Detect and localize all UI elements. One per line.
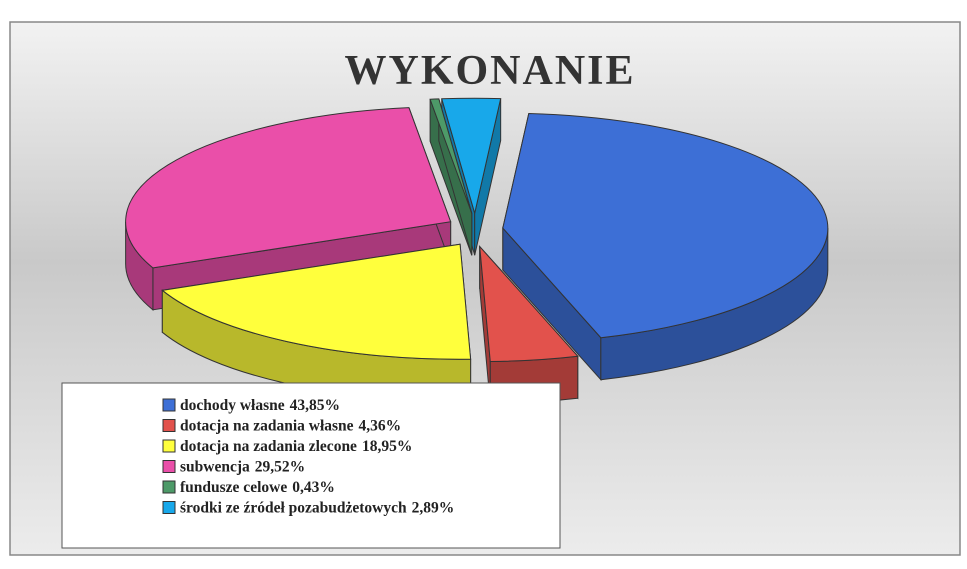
legend-entry: subwencja 29,52%	[180, 459, 305, 476]
chart-title: WYKONANIE	[344, 48, 635, 94]
pie-slice	[441, 97, 502, 214]
legend-entry: dotacja na zadania własne 4,36%	[180, 418, 401, 435]
legend-swatch	[162, 480, 176, 494]
pie-slice	[161, 243, 472, 360]
legend-value: 4,36%	[359, 418, 402, 435]
legend-entry: dochody własne 43,85%	[180, 397, 340, 414]
legend-swatch	[162, 501, 176, 514]
legend-value: 18,95%	[362, 438, 412, 455]
legend-label: dochody własne	[180, 397, 285, 414]
legend-entry: środki ze źródeł pozabudżetowych 2,89%	[180, 500, 454, 517]
legend-swatch	[162, 460, 176, 473]
legend-label: dotacja na zadania własne	[180, 418, 354, 435]
pie-slice	[429, 98, 473, 214]
legend-value: 29,52%	[255, 459, 305, 476]
pie-slice	[502, 112, 829, 339]
pie	[125, 97, 829, 405]
legend-label: środki ze źródeł pozabudżetowych	[180, 500, 407, 517]
legend-swatch	[162, 398, 176, 412]
legend-label: dotacja na zadania zlecone	[180, 438, 357, 455]
legend-value: 0,43%	[292, 479, 335, 496]
legend-value: 2,89%	[412, 500, 455, 517]
pie-slice	[125, 107, 452, 269]
legend-swatch	[162, 419, 176, 432]
legend-label: fundusze celowe	[180, 479, 287, 496]
legend-swatch	[162, 439, 176, 453]
legend-label: subwencja	[180, 459, 250, 476]
legend-entry: fundusze celowe 0,43%	[180, 479, 335, 496]
legend-box	[61, 382, 561, 549]
legend-value: 43,85%	[290, 397, 340, 414]
legend: dochody własne 43,85% dotacja na zadania w…	[162, 397, 454, 517]
pie-slice	[479, 245, 579, 363]
legend-entry: dotacja na zadania zlecone 18,95%	[180, 438, 412, 455]
